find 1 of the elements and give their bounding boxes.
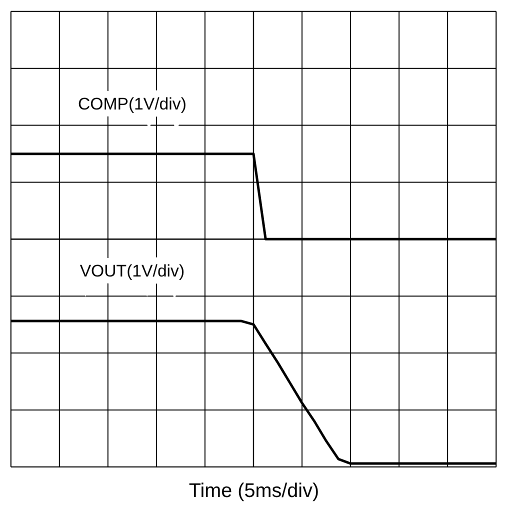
- x-axis-title: Time (5ms/div): [188, 480, 320, 502]
